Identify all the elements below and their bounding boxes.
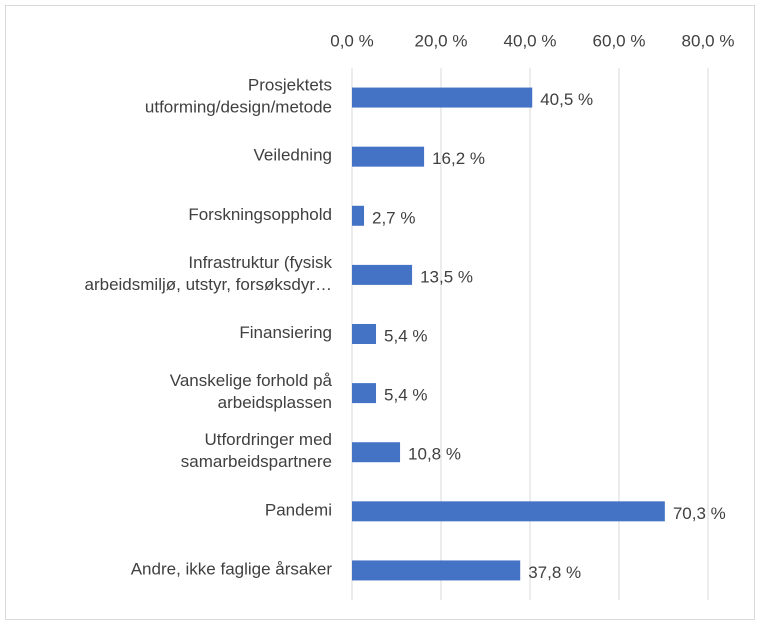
x-tick-label: 0,0 % <box>330 31 373 50</box>
bar <box>352 383 377 404</box>
y-tick-label: Utfordringer med samarbeidspartnere <box>181 431 332 472</box>
y-tick-label: Andre, ikke faglige årsaker <box>131 560 333 579</box>
data-label: 40,5 % <box>540 90 593 109</box>
x-tick-label: 60,0 % <box>593 31 646 50</box>
data-label: 70,3 % <box>673 504 726 523</box>
x-tick-label: 80,0 % <box>682 31 735 50</box>
bar <box>352 205 365 226</box>
data-label: 16,2 % <box>432 149 485 168</box>
data-label: 10,8 % <box>408 445 461 464</box>
y-tick-label: Forskningsopphold <box>188 205 332 224</box>
y-tick-label: Veiledning <box>254 146 332 165</box>
data-label: 37,8 % <box>528 563 581 582</box>
bar <box>352 324 377 344</box>
y-tick-label: Prosjektets utforming/design/metode <box>145 76 332 117</box>
y-tick-label: Vanskelige forhold på arbeidsplassen <box>170 372 333 413</box>
y-tick-label: Finansiering <box>239 323 332 342</box>
y-tick-label: Infrastruktur (fysisk arbeidsmiljø, utsty… <box>85 253 333 294</box>
x-tick-label: 20,0 % <box>415 31 468 50</box>
bar <box>352 264 413 285</box>
bar <box>352 87 533 108</box>
x-tick-label: 40,0 % <box>504 31 557 50</box>
y-tick-label: Pandemi <box>265 501 332 520</box>
data-label: 13,5 % <box>420 267 473 286</box>
bar <box>352 560 521 581</box>
data-label: 5,4 % <box>384 326 427 345</box>
bar <box>352 442 401 463</box>
data-label: 2,7 % <box>372 208 415 227</box>
bar <box>352 501 665 522</box>
data-label: 5,4 % <box>384 386 427 405</box>
bar <box>352 146 425 167</box>
